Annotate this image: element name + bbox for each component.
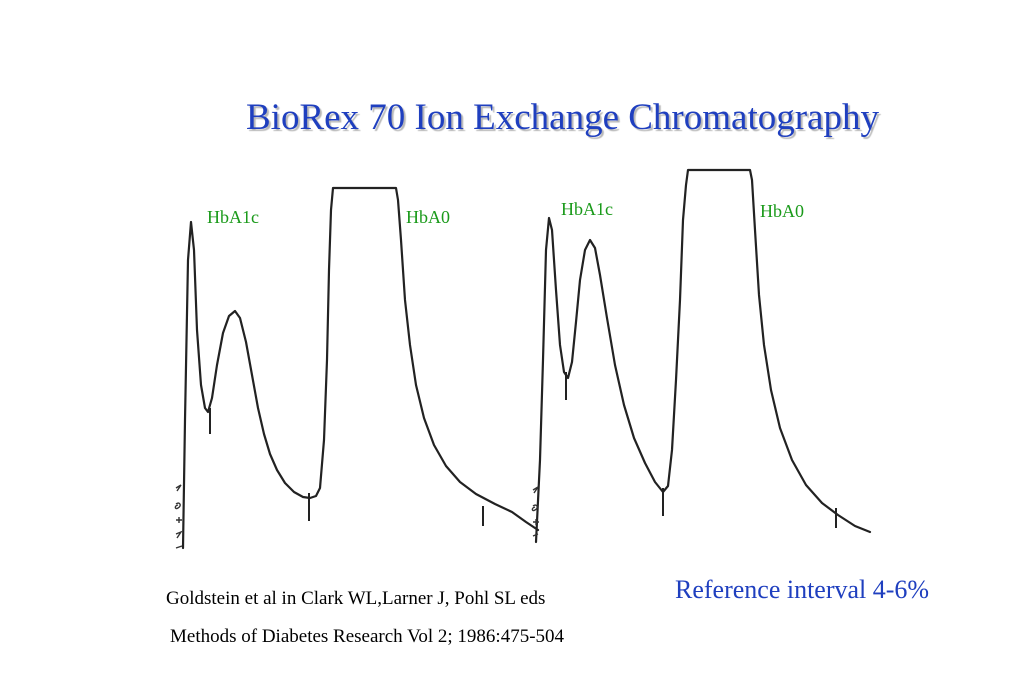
reference-interval-text: Reference interval 4-6% xyxy=(675,575,930,604)
left-hba0-label: HbA0 xyxy=(406,207,450,227)
left-hba1c-label: HbA1c xyxy=(207,207,259,227)
right-hba0-label: HbA0 xyxy=(760,201,804,221)
left-handwritten-mark xyxy=(174,484,183,549)
right-chromatogram xyxy=(531,168,872,544)
right-chromatogram-trace xyxy=(534,168,872,544)
citation-line-2: Methods of Diabetes Research Vol 2; 1986… xyxy=(170,626,565,647)
right-hba1c-label: HbA1c xyxy=(561,199,613,219)
right-handwritten-mark xyxy=(531,486,539,537)
citation-line-1: Goldstein et al in Clark WL,Larner J, Po… xyxy=(166,588,546,609)
left-chromatogram xyxy=(174,186,540,550)
left-chromatogram-trace xyxy=(181,186,540,550)
slide-title: BioRex 70 Ion Exchange Chromatography xyxy=(246,97,879,138)
